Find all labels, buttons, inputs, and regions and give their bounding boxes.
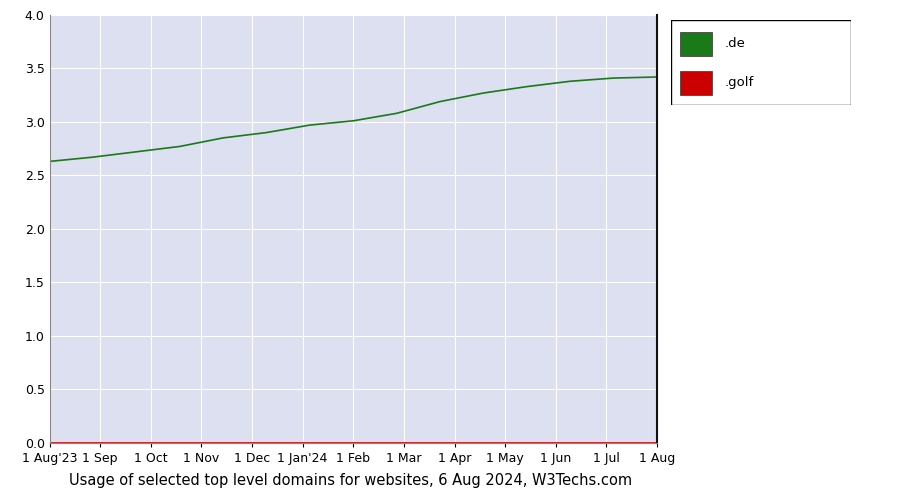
FancyBboxPatch shape bbox=[680, 71, 712, 95]
Text: .de: .de bbox=[724, 38, 745, 51]
FancyBboxPatch shape bbox=[680, 32, 712, 56]
Text: .golf: .golf bbox=[724, 76, 754, 90]
FancyBboxPatch shape bbox=[670, 20, 850, 105]
Text: Usage of selected top level domains for websites, 6 Aug 2024, W3Techs.com: Usage of selected top level domains for … bbox=[69, 473, 633, 488]
